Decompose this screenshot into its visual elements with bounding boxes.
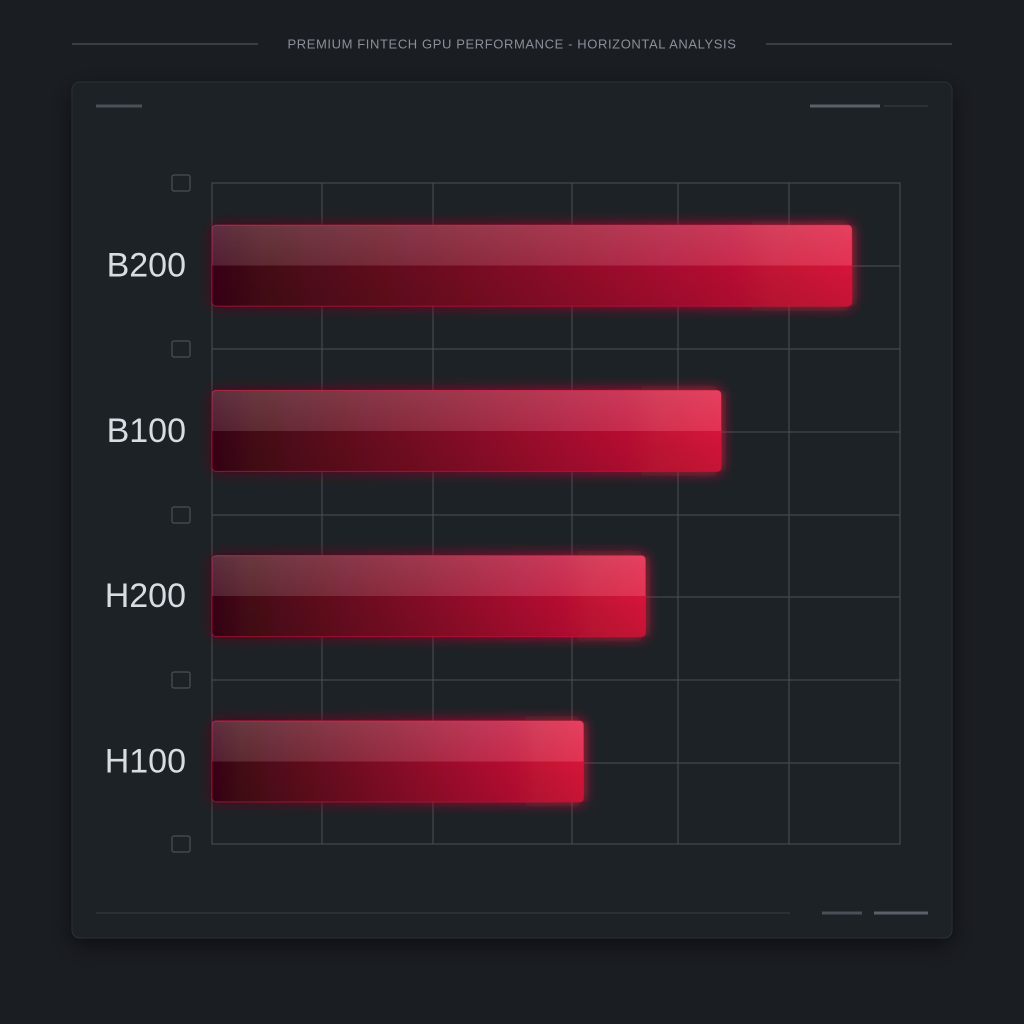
y-tick-label: B100	[107, 412, 186, 450]
y-tick-label: H100	[105, 742, 186, 780]
bar-group	[211, 224, 853, 307]
bar-group	[211, 720, 585, 803]
bar-group	[211, 389, 722, 472]
panel	[71, 81, 953, 939]
bar	[211, 555, 646, 638]
bar	[211, 720, 585, 803]
plot-frame	[211, 182, 901, 845]
chip-icon	[171, 671, 191, 689]
y-tick-label: H200	[105, 577, 186, 615]
bar-group	[211, 555, 646, 638]
bar	[211, 389, 722, 472]
chip-icon	[171, 506, 191, 524]
y-tick-label: B200	[107, 247, 186, 285]
chart-title: PREMIUM FINTECH GPU PERFORMANCE - HORIZO…	[287, 36, 736, 51]
chip-icon	[171, 340, 191, 358]
chip-icon	[171, 174, 191, 192]
chip-icons	[171, 174, 191, 853]
bar	[211, 224, 853, 307]
chip-icon	[171, 835, 191, 853]
